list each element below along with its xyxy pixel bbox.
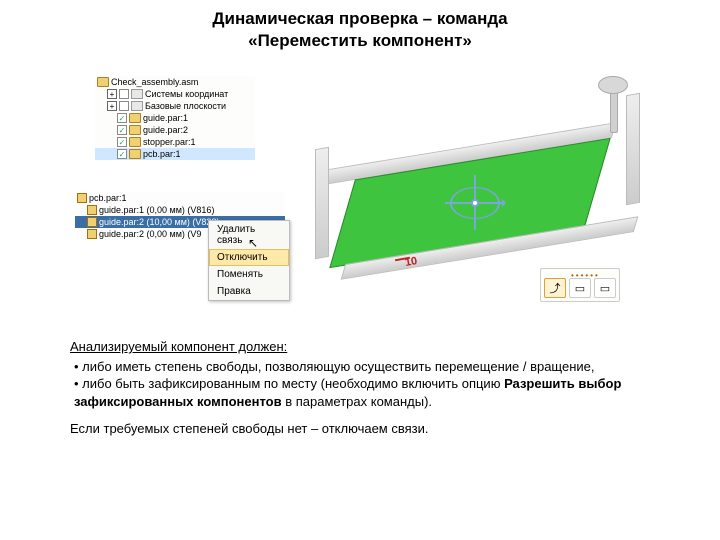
triad-origin-icon[interactable] [471,199,479,207]
part-icon [129,149,141,159]
menu-edit[interactable]: Правка [209,283,289,300]
tool-button-move[interactable]: ⤴ [544,278,566,298]
tree-label: Системы координат [145,89,228,99]
part-icon [77,193,87,203]
post [610,88,618,133]
tree-root[interactable]: Check_assembly.asm [95,76,255,88]
checkbox[interactable] [119,101,129,111]
relation-label: guide.par:2 (0,00 мм) (V9 [99,229,201,239]
tree-label: pcb.par:1 [143,149,181,159]
mate-icon [87,229,97,239]
assembly-tree[interactable]: Check_assembly.asm + Системы координат +… [95,76,255,160]
bullet-2: либо быть зафиксированным по месту (необ… [74,375,670,410]
bullet-2a: либо быть зафиксированным по месту (необ… [82,376,504,391]
checkbox[interactable]: ✓ [117,113,127,123]
assembly-icon [97,77,109,87]
checkbox[interactable]: ✓ [117,125,127,135]
mate-icon [87,217,97,227]
mate-icon [87,205,97,215]
tree-label: guide.par:1 [143,113,188,123]
lead-text: Анализируемый компонент должен: [70,339,287,354]
relation-label: guide.par:1 (0,00 мм) (V816) [99,205,214,215]
viewport-3d[interactable]: 10 [300,68,690,308]
tree-label: Check_assembly.asm [111,77,198,87]
planes-icon [131,101,143,111]
tool-button-2[interactable]: ▭ [569,278,591,298]
relation-row[interactable]: guide.par:1 (0,00 мм) (V816) [75,204,285,216]
title-line-1: Динамическая проверка – команда [212,9,507,28]
relation-label: pcb.par:1 [89,193,127,203]
bullet-1: либо иметь степень свободы, позволяющую … [74,358,670,376]
checkbox[interactable]: ✓ [117,137,127,147]
menu-swap[interactable]: Поменять [209,266,289,283]
expand-icon[interactable]: + [107,89,117,99]
tree-label: stopper.par:1 [143,137,196,147]
tree-item[interactable]: ✓ guide.par:1 [95,112,255,124]
coordsys-icon [131,89,143,99]
tree-item[interactable]: + Базовые плоскости [95,100,255,112]
bullet-2c: в параметрах команды). [282,394,432,409]
tree-item[interactable]: ✓ guide.par:2 [95,124,255,136]
tree-item[interactable]: + Системы координат [95,88,255,100]
relation-label: guide.par:2 (10,00 мм) (V828) [99,217,219,227]
description: Анализируемый компонент должен: либо име… [70,338,670,438]
toolbar-grip-icon[interactable]: •••••• [571,271,600,280]
part-icon [129,125,141,135]
tool-button-3[interactable]: ▭ [594,278,616,298]
expand-icon[interactable]: + [107,101,117,111]
slide-title: Динамическая проверка – команда «Перемес… [0,0,720,56]
move-toolbar[interactable]: •••••• ⤴ ▭ ▭ [540,268,620,302]
relations-head[interactable]: pcb.par:1 [75,192,285,204]
checkbox[interactable]: ✓ [117,149,127,159]
title-line-2: «Переместить компонент» [248,31,472,50]
tree-item[interactable]: ✓ stopper.par:1 [95,136,255,148]
tree-label: guide.par:2 [143,125,188,135]
knob [598,76,628,94]
context-menu: Удалить связь Отключить Поменять Правка [208,220,290,301]
part-icon [129,113,141,123]
menu-disable[interactable]: Отключить [209,249,289,266]
menu-delete[interactable]: Удалить связь [209,221,289,249]
tail-text: Если требуемых степеней свободы нет – от… [70,420,670,438]
tree-label: Базовые плоскости [145,101,226,111]
stopper [315,147,329,259]
dimension-value: 10 [404,255,418,269]
checkbox[interactable] [119,89,129,99]
move-triad[interactable] [450,178,500,228]
tree-item-selected[interactable]: ✓ pcb.par:1 [95,148,255,160]
stopper [626,93,640,205]
part-icon [129,137,141,147]
